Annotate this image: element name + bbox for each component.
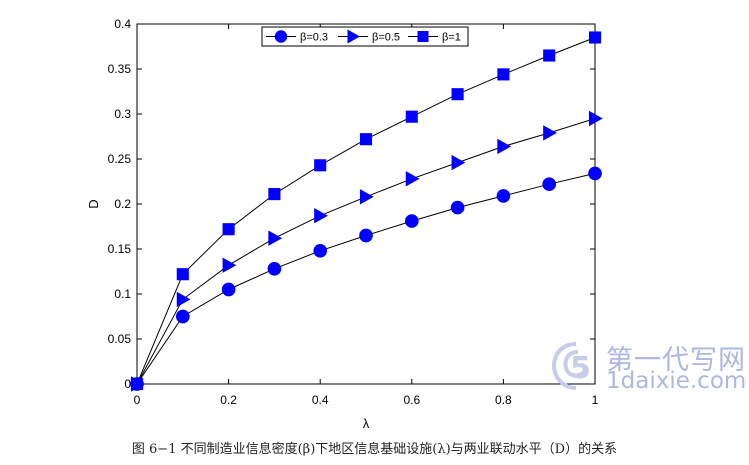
series-markers xyxy=(130,31,603,392)
data-point xyxy=(267,261,282,276)
data-point xyxy=(347,29,360,44)
svg-text:5: 5 xyxy=(570,351,591,386)
data-point xyxy=(268,230,283,246)
x-tick-label: 0 xyxy=(134,393,141,407)
data-point xyxy=(359,133,373,146)
data-point xyxy=(496,189,511,203)
data-point xyxy=(542,177,557,192)
watermark-swirl-icon: 5 xyxy=(551,342,591,390)
data-point xyxy=(451,88,464,101)
watermark-text-url: 1daixie.com xyxy=(606,368,747,394)
y-tick-label: 0.15 xyxy=(108,242,132,256)
data-point xyxy=(268,188,281,201)
data-point xyxy=(405,110,418,123)
data-point xyxy=(417,31,429,42)
data-point xyxy=(314,159,327,172)
data-point xyxy=(274,30,288,43)
series-line xyxy=(136,172,596,385)
data-point xyxy=(497,138,512,155)
data-point xyxy=(588,31,602,44)
data-point xyxy=(588,166,602,181)
figure-caption: 图 6−1 不同制造业信息密度(β)下地区信息基础设施(λ)与两业联动水平（D）… xyxy=(131,442,618,457)
data-point xyxy=(450,200,465,215)
x-tick-label: 0.8 xyxy=(495,393,512,407)
x-tick-label: 0.2 xyxy=(220,393,237,407)
watermark-logo: 5 第一代写网 1daixie.com xyxy=(548,338,748,394)
data-point xyxy=(497,68,510,81)
y-tick-label: 0.2 xyxy=(114,197,131,211)
data-point xyxy=(176,291,191,308)
data-point xyxy=(543,125,557,141)
data-point xyxy=(221,282,236,297)
series-line xyxy=(136,37,596,385)
data-point xyxy=(314,208,328,224)
watermark-text-cn: 第一代写网 xyxy=(606,345,746,376)
data-point xyxy=(359,189,374,205)
x-tick-label: 1 xyxy=(592,393,599,407)
legend-label: β=0.5 xyxy=(372,32,400,44)
y-tick-label: 0.05 xyxy=(108,332,132,346)
data-point xyxy=(222,257,237,273)
data-point xyxy=(175,309,190,324)
chart-legend: β=0.3 β=0.5 β=1 xyxy=(261,26,469,47)
chart-figure: 0 0.2 0.4 0.6 0.8 1 0 0.05 0.1 0.15 0.2 0.25 0.3 0.35… xyxy=(86,17,603,431)
y-tick-label: 0.3 xyxy=(114,107,131,121)
x-tick-label: 0.4 xyxy=(312,393,329,407)
series-lines xyxy=(136,37,596,385)
data-point xyxy=(359,228,373,243)
y-tick-label: 0.4 xyxy=(114,17,131,31)
chart-axes: 0 0.2 0.4 0.6 0.8 1 0 0.05 0.1 0.15 0.2 0.25 0.3 0.35… xyxy=(108,17,599,407)
y-tick-label: 0.35 xyxy=(108,62,132,76)
data-point xyxy=(405,171,420,187)
legend-label: β=1 xyxy=(442,32,461,44)
data-point xyxy=(222,223,235,236)
x-axis-label: λ xyxy=(363,416,370,431)
x-tick-label: 0.6 xyxy=(403,393,420,407)
data-point xyxy=(543,49,556,62)
data-point xyxy=(313,243,328,258)
y-tick-label: 0 xyxy=(124,377,131,391)
y-tick-label: 0.25 xyxy=(108,152,132,166)
y-axis-label: D xyxy=(86,199,101,208)
plot-frame xyxy=(136,23,596,385)
data-point xyxy=(176,268,189,281)
data-point xyxy=(130,377,144,391)
legend-label: β=0.3 xyxy=(300,32,328,44)
y-tick-label: 0.1 xyxy=(114,287,131,301)
data-point xyxy=(404,214,419,228)
data-point xyxy=(451,154,466,171)
data-point xyxy=(588,110,603,127)
axis-labels: λD xyxy=(86,199,370,431)
